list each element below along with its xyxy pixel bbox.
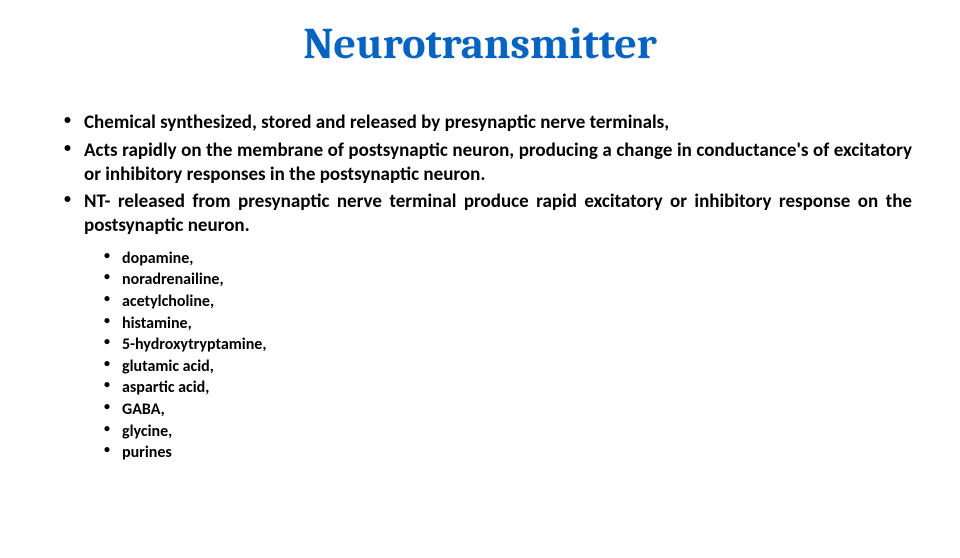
sub-bullet-item: GABA, [98, 399, 960, 421]
sub-bullet-item: histamine, [98, 313, 960, 335]
main-bullet-item: NT- released from presynaptic nerve term… [58, 190, 912, 238]
sub-bullet-item: noradrenailine, [98, 269, 960, 291]
slide-title: Neurotransmitter [0, 18, 960, 69]
slide-container: Neurotransmitter Chemical synthesized, s… [0, 18, 960, 558]
sub-bullet-list: dopamine, noradrenailine, acetylcholine,… [0, 248, 960, 464]
sub-bullet-item: purines [98, 442, 960, 464]
main-bullet-item: Chemical synthesized, stored and release… [58, 111, 912, 135]
main-bullet-list: Chemical synthesized, stored and release… [0, 111, 960, 238]
sub-bullet-item: aspartic acid, [98, 377, 960, 399]
sub-bullet-item: glycine, [98, 421, 960, 443]
sub-bullet-item: dopamine, [98, 248, 960, 270]
main-bullet-item: Acts rapidly on the membrane of postsyna… [58, 139, 912, 187]
sub-bullet-item: 5-hydroxytryptamine, [98, 334, 960, 356]
sub-bullet-item: glutamic acid, [98, 356, 960, 378]
sub-bullet-item: acetylcholine, [98, 291, 960, 313]
